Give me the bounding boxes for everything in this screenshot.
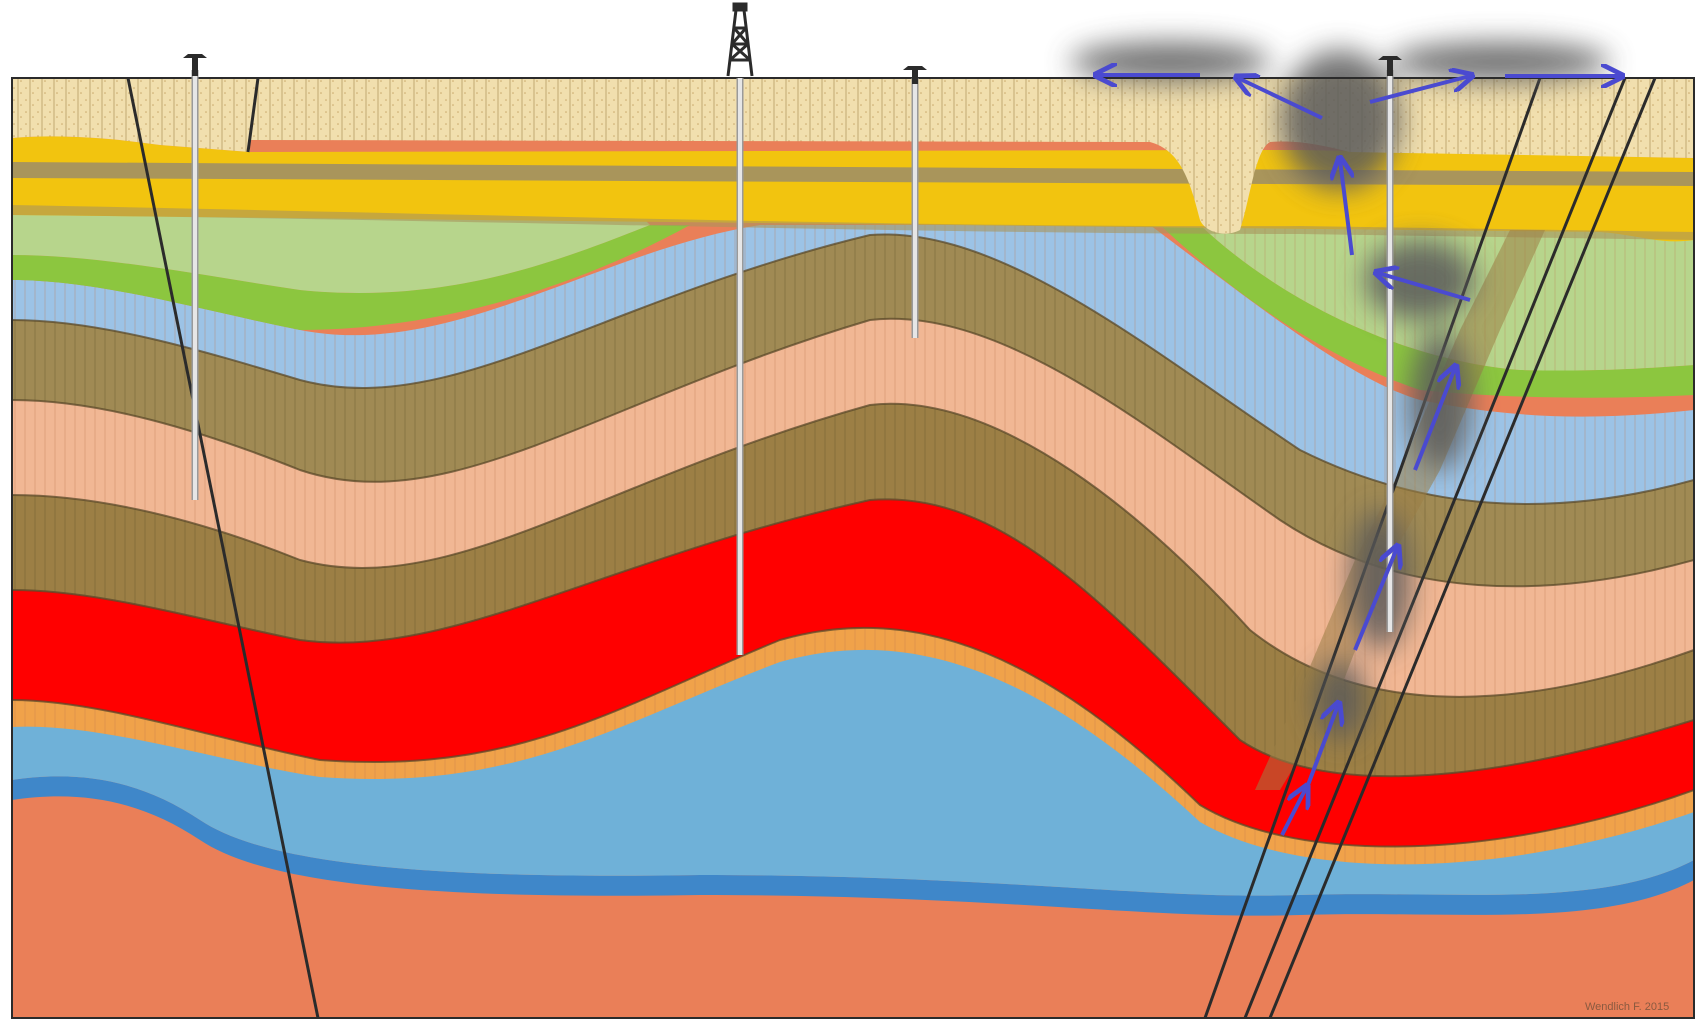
- well-central-rig: [726, 2, 754, 655]
- migration-arrows: [1098, 75, 1620, 836]
- well-left: [183, 54, 207, 500]
- fault-right-c: [1268, 78, 1657, 1018]
- layer-basin-blue: [12, 647, 1694, 896]
- author-signature: Wendlich F. 2015: [1585, 1001, 1669, 1013]
- pumpjack-icon: [183, 54, 207, 76]
- layer-light-green: [12, 215, 650, 293]
- arrow-surface-right-1: [1369, 76, 1470, 104]
- layer-deep-blue: [12, 776, 1694, 916]
- layer-surface-soil: [12, 78, 1694, 234]
- fault-left: [126, 78, 320, 1018]
- pumpjack-icon: [903, 66, 927, 84]
- arrow-fault-mid: [1353, 548, 1397, 651]
- arrow-fault-low: [1306, 705, 1338, 786]
- well-mid: [903, 66, 927, 338]
- layer-salmon-hatch: [12, 318, 1694, 697]
- fault-right-b: [1243, 78, 1627, 1018]
- well-right: [1378, 56, 1402, 632]
- layer-light-blue-hatch: [12, 225, 1694, 504]
- layer-orange-hatch: [12, 627, 1694, 865]
- layer-dark-olive-hatch: [12, 403, 1694, 777]
- frame: [11, 77, 1695, 1019]
- arrow-surface-left-2: [1238, 78, 1323, 120]
- derrick-icon: [726, 2, 754, 77]
- layer-bright-green: [12, 225, 690, 330]
- layer-olive-brown-hatch: [12, 234, 1694, 587]
- arrow-fault-upper: [1413, 368, 1455, 471]
- layer-olive-thin: [12, 162, 1694, 186]
- pumpjack-icon: [1378, 56, 1402, 76]
- fault-zone-fill: [1255, 230, 1545, 790]
- layer-olive-thin-lower: [12, 205, 1694, 240]
- arrow-left-green: [1378, 273, 1471, 302]
- arrow-up-crater: [1340, 160, 1352, 256]
- fault-left-2: [246, 78, 260, 153]
- arrow-fault-entry: [1280, 788, 1306, 836]
